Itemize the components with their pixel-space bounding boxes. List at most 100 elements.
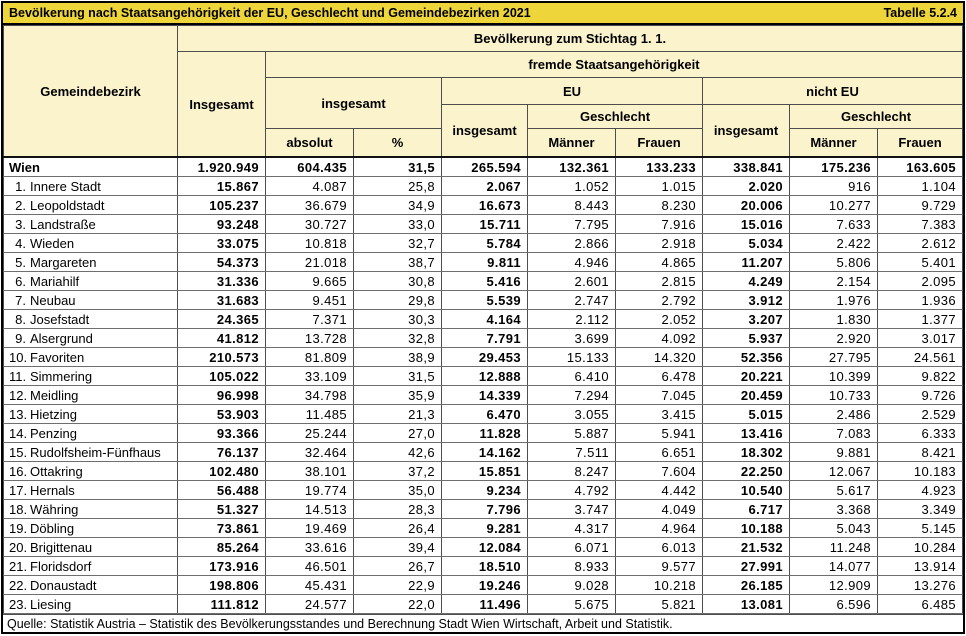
value-cell: 8.933 xyxy=(527,556,616,576)
value-cell: 38,9 xyxy=(353,347,442,367)
value-cell: 13.914 xyxy=(877,556,963,576)
value-cell: 4.249 xyxy=(702,271,790,291)
district-name: 10. Favoriten xyxy=(3,347,178,367)
table-header: Gemeindebezirk Bevölkerung zum Stichtag … xyxy=(3,25,963,158)
value-cell: 1.104 xyxy=(877,176,963,196)
district-number: 20. xyxy=(9,539,28,555)
value-cell: 173.916 xyxy=(177,556,266,576)
value-cell: 38,7 xyxy=(353,252,442,272)
value-cell: 96.998 xyxy=(177,385,266,405)
value-cell: 27.991 xyxy=(702,556,790,576)
district-number: 19. xyxy=(9,520,28,536)
value-cell: 4.946 xyxy=(527,252,616,272)
value-cell: 22,9 xyxy=(353,575,442,595)
district-number: 21. xyxy=(9,558,28,574)
value-cell: 5.937 xyxy=(702,328,790,348)
value-cell: 35,0 xyxy=(353,480,442,500)
value-cell: 2.486 xyxy=(789,404,878,424)
value-cell: 21.532 xyxy=(702,537,790,557)
value-cell: 18.510 xyxy=(441,556,528,576)
district-name: 15. Rudolfsheim-Fünfhaus xyxy=(3,442,178,462)
value-cell: 105.237 xyxy=(177,195,266,215)
value-cell: 2.918 xyxy=(615,233,703,253)
value-cell: 2.612 xyxy=(877,233,963,253)
district-number: 1. xyxy=(15,178,26,194)
table-row: 20. Brigittenau 85.264 33.616 39,4 12.084 6.07… xyxy=(3,537,963,557)
district-number: 9. xyxy=(15,330,26,346)
district-number: 17. xyxy=(9,482,28,498)
value-cell: 27,0 xyxy=(353,423,442,443)
district-number: 16. xyxy=(9,463,28,479)
source-text: Quelle: Statistik Austria – Statistik de… xyxy=(7,616,673,631)
value-cell: 6.410 xyxy=(527,366,616,386)
value-cell: 5.784 xyxy=(441,233,528,253)
value-cell: 7.791 xyxy=(441,328,528,348)
value-cell: 16.673 xyxy=(441,195,528,215)
value-cell: 13.416 xyxy=(702,423,790,443)
table-row: 11. Simmering 105.022 33.109 31,5 12.888 6.410… xyxy=(3,366,963,386)
table-row: 16. Ottakring 102.480 38.101 37,2 15.851 8.247… xyxy=(3,461,963,481)
value-cell: 4.923 xyxy=(877,480,963,500)
page-title: Bevölkerung nach Staatsangehörigkeit der… xyxy=(9,6,531,20)
value-cell: 30.727 xyxy=(265,214,354,234)
value-cell: 1.052 xyxy=(527,176,616,196)
district-name: 19. Döbling xyxy=(3,518,178,538)
value-cell: 19.469 xyxy=(265,518,354,538)
value-cell: 132.361 xyxy=(527,156,616,177)
value-cell: 13.276 xyxy=(877,575,963,595)
value-cell: 9.028 xyxy=(527,575,616,595)
value-cell: 24.365 xyxy=(177,309,266,329)
value-cell: 93.366 xyxy=(177,423,266,443)
value-cell: 338.841 xyxy=(702,156,790,177)
value-cell: 31,5 xyxy=(353,156,442,177)
value-cell: 9.811 xyxy=(441,252,528,272)
value-cell: 2.815 xyxy=(615,271,703,291)
district-name: 13. Hietzing xyxy=(3,404,178,424)
value-cell: 15.711 xyxy=(441,214,528,234)
value-cell: 20.459 xyxy=(702,385,790,405)
value-cell: 15.867 xyxy=(177,176,266,196)
value-cell: 9.729 xyxy=(877,195,963,215)
value-cell: 85.264 xyxy=(177,537,266,557)
value-cell: 9.881 xyxy=(789,442,878,462)
table-row: 13. Hietzing 53.903 11.485 21,3 6.470 3.055 3.4… xyxy=(3,404,963,424)
value-cell: 2.422 xyxy=(789,233,878,253)
value-cell: 5.675 xyxy=(527,594,616,614)
table-row: 2. Leopoldstadt 105.237 36.679 34,9 16.673 8.4… xyxy=(3,195,963,215)
value-cell: 11.248 xyxy=(789,537,878,557)
value-cell: 19.246 xyxy=(441,575,528,595)
header-stichtag: Bevölkerung zum Stichtag 1. 1. xyxy=(177,25,963,52)
value-cell: 7.511 xyxy=(527,442,616,462)
value-cell: 22.250 xyxy=(702,461,790,481)
district-name: 22. Donaustadt xyxy=(3,575,178,595)
value-cell: 6.485 xyxy=(877,594,963,614)
district-name: 20. Brigittenau xyxy=(3,537,178,557)
value-cell: 51.327 xyxy=(177,499,266,519)
district-number: 2. xyxy=(15,197,26,213)
value-cell: 18.302 xyxy=(702,442,790,462)
value-cell: 11.207 xyxy=(702,252,790,272)
header-nicht-eu-insgesamt: insgesamt xyxy=(702,104,790,158)
value-cell: 3.017 xyxy=(877,328,963,348)
value-cell: 5.887 xyxy=(527,423,616,443)
value-cell: 20.006 xyxy=(702,195,790,215)
value-cell: 29,8 xyxy=(353,290,442,310)
value-cell: 4.164 xyxy=(441,309,528,329)
value-cell: 34,9 xyxy=(353,195,442,215)
value-cell: 26.185 xyxy=(702,575,790,595)
value-cell: 7.796 xyxy=(441,499,528,519)
district-name: 8. Josefstadt xyxy=(3,309,178,329)
value-cell: 21,3 xyxy=(353,404,442,424)
district-name: 6. Mariahilf xyxy=(3,271,178,291)
value-cell: 7.371 xyxy=(265,309,354,329)
value-cell: 7.383 xyxy=(877,214,963,234)
value-cell: 93.248 xyxy=(177,214,266,234)
value-cell: 7.916 xyxy=(615,214,703,234)
value-cell: 35,9 xyxy=(353,385,442,405)
value-cell: 4.092 xyxy=(615,328,703,348)
value-cell: 3.349 xyxy=(877,499,963,519)
value-cell: 2.529 xyxy=(877,404,963,424)
value-cell: 1.015 xyxy=(615,176,703,196)
table-row: 7. Neubau 31.683 9.451 29,8 5.539 2.747 2.792 3.… xyxy=(3,290,963,310)
value-cell: 4.317 xyxy=(527,518,616,538)
